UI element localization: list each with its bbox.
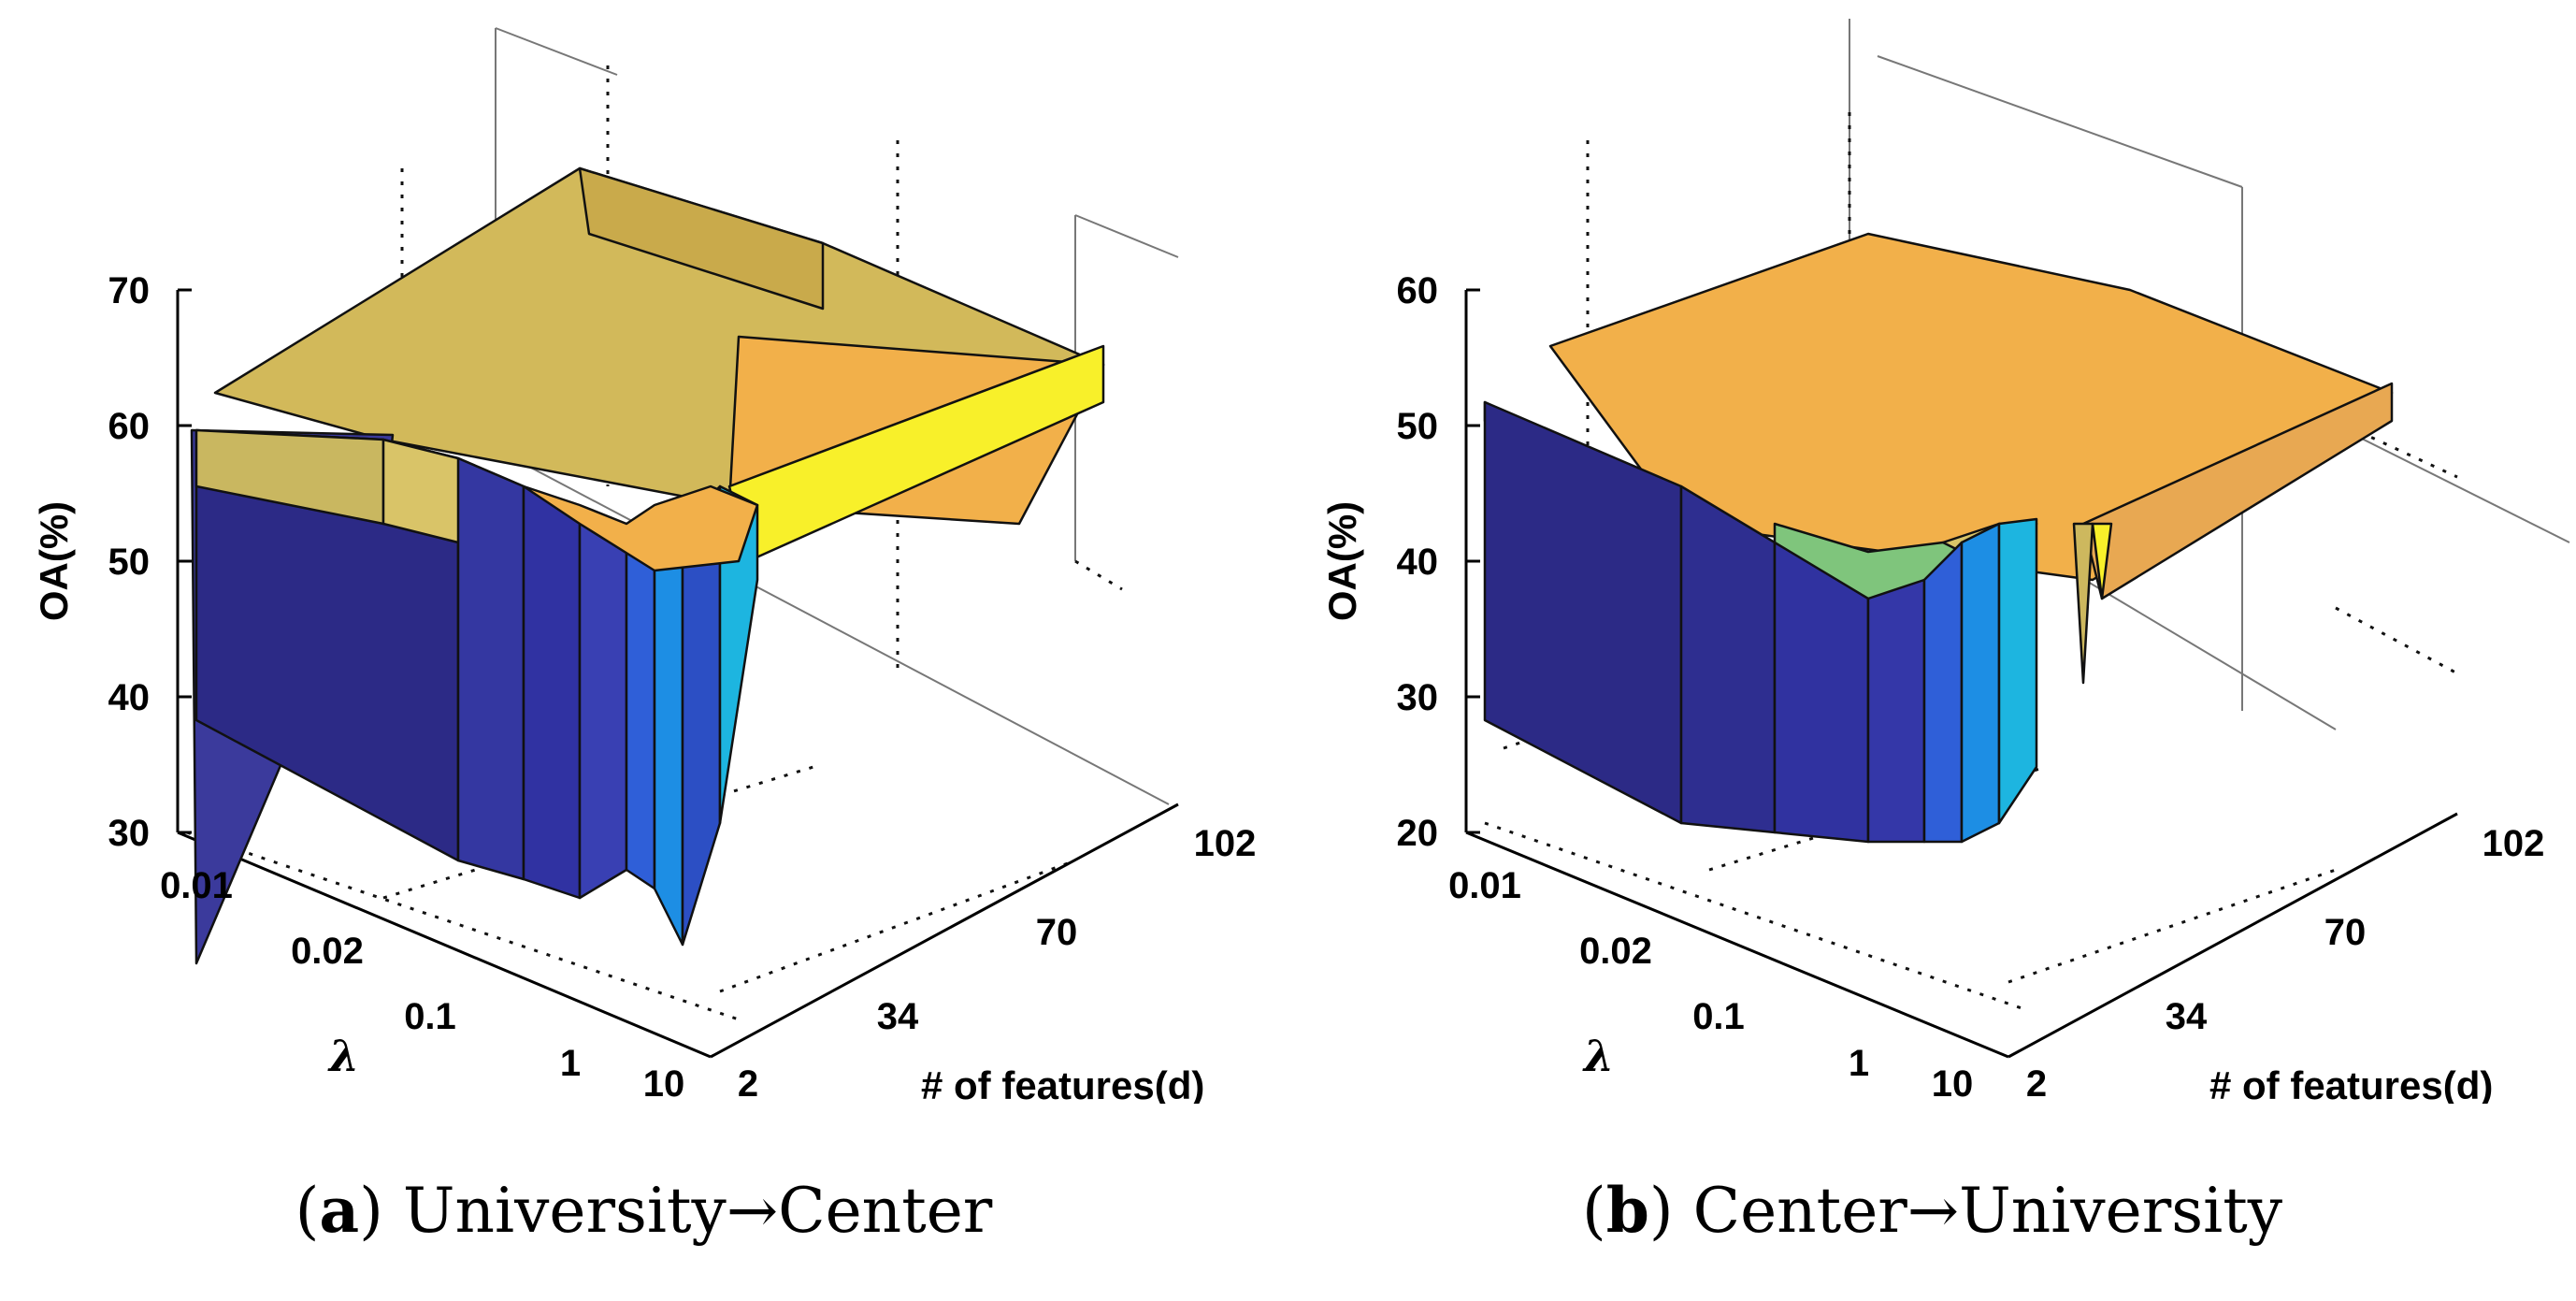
z-axis-label-b: OA(%) — [1320, 501, 1364, 621]
z-tick-label: 30 — [108, 813, 151, 854]
d-ticks-b: 2 34 70 102 — [2026, 823, 2545, 1104]
lambda-tick-label: 0.01 — [160, 865, 233, 906]
z-tick-label: 30 — [1397, 677, 1439, 718]
panel-center-to-university: 20 30 40 50 60 0.01 0.02 0.1 1 10 2 34 70 102 OA(%)… — [1288, 0, 2576, 1301]
grid-dotted-lines — [1484, 112, 2458, 1012]
d-tick-label: 34 — [2166, 996, 2208, 1037]
lambda-tick-label: 10 — [643, 1063, 685, 1104]
d-tick-label: 2 — [738, 1063, 758, 1104]
lambda-tick-label: 1 — [1849, 1043, 1869, 1084]
lambda-tick-label: 0.1 — [1692, 996, 1745, 1037]
z-tick-label: 70 — [108, 270, 151, 311]
lambda-ticks-a: 0.01 0.02 0.1 1 10 — [160, 865, 684, 1104]
d-axis-label-b: # of features(d) — [2209, 1063, 2493, 1104]
caption-b-label: b — [1605, 1174, 1649, 1247]
d-tick-label: 102 — [1194, 823, 1257, 864]
z-tick-label: 40 — [108, 677, 151, 718]
z-tick-label: 50 — [1397, 406, 1439, 447]
z-ticks-a: 30 40 50 60 70 — [108, 270, 192, 854]
d-tick-label: 34 — [877, 996, 919, 1037]
surface-plot-a: 30 40 50 60 70 0.01 0.02 0.1 1 10 2 34 70 102 OA(%)… — [32, 27, 1257, 1104]
surface-plot-b: 20 30 40 50 60 0.01 0.02 0.1 1 10 2 34 70 102 OA(%)… — [1320, 19, 2570, 1104]
z-axis-label-a: OA(%) — [32, 501, 76, 621]
z-tick-label: 20 — [1397, 813, 1439, 854]
surface-a — [190, 166, 1105, 965]
z-tick-label: 50 — [108, 542, 151, 583]
lambda-tick-label: 0.01 — [1448, 865, 1521, 906]
lambda-tick-label: 0.1 — [404, 996, 456, 1037]
lambda-tick-label: 1 — [560, 1043, 581, 1084]
caption-b-title: Center→University — [1692, 1175, 2283, 1247]
lambda-tick-label: 0.02 — [291, 931, 364, 972]
z-ticks-b: 20 30 40 50 60 — [1397, 270, 1480, 854]
lambda-tick-label: 0.02 — [1579, 931, 1652, 972]
z-tick-label: 40 — [1397, 542, 1439, 583]
caption-a-label: a — [319, 1174, 360, 1247]
lambda-axis-label-b: λ — [1582, 1031, 1614, 1081]
lambda-ticks-b: 0.01 0.02 0.1 1 10 — [1448, 865, 1973, 1104]
caption-a: (a) University→Center — [295, 1174, 993, 1247]
lambda-tick-label: 10 — [1932, 1063, 1974, 1104]
caption-a-title: University→Center — [402, 1175, 993, 1247]
d-tick-label: 70 — [2324, 912, 2367, 953]
surface-b — [1483, 232, 2394, 844]
d-tick-label: 102 — [2482, 823, 2545, 864]
panel-university-to-center: 30 40 50 60 70 0.01 0.02 0.1 1 10 2 34 70 102 OA(%)… — [32, 27, 1257, 1247]
z-tick-label: 60 — [1397, 270, 1439, 311]
caption-b: (b) Center→University — [1581, 1174, 2283, 1247]
lambda-axis-label-a: λ — [327, 1031, 359, 1081]
d-tick-label: 2 — [2026, 1063, 2047, 1104]
d-axis-label-a: # of features(d) — [921, 1063, 1204, 1104]
d-ticks-a: 2 34 70 102 — [738, 823, 1257, 1104]
d-tick-label: 70 — [1036, 912, 1078, 953]
z-tick-label: 60 — [108, 406, 151, 447]
